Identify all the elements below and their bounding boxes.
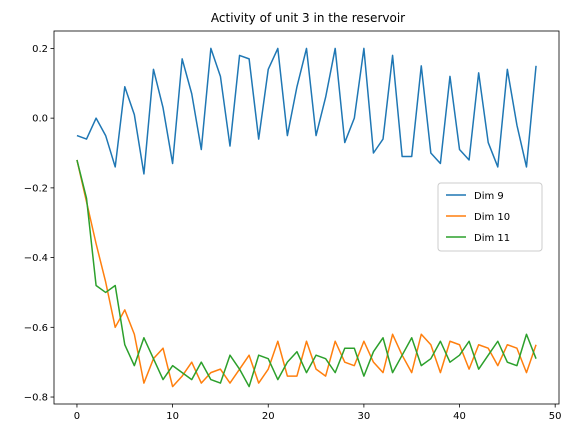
x-tick-label: 10 bbox=[166, 411, 179, 422]
x-tick-label: 20 bbox=[262, 411, 275, 422]
x-tick-label: 50 bbox=[549, 411, 562, 422]
y-tick-label: 0.2 bbox=[32, 44, 48, 55]
x-tick-label: 0 bbox=[74, 411, 80, 422]
y-tick-label: −0.6 bbox=[24, 323, 48, 334]
legend-label: Dim 10 bbox=[474, 212, 510, 223]
series-line-dim-9 bbox=[76, 47, 537, 175]
x-axis: 0 10 20 30 40 50 bbox=[74, 404, 562, 422]
y-tick-label: −0.2 bbox=[24, 183, 48, 194]
legend-label: Dim 11 bbox=[474, 233, 510, 244]
legend: Dim 9 Dim 10 Dim 11 bbox=[437, 182, 543, 252]
series-layer bbox=[76, 47, 537, 388]
y-axis: −0.8 −0.6 −0.4 −0.2 0.0 0.2 bbox=[24, 44, 54, 404]
x-tick-label: 30 bbox=[358, 411, 371, 422]
series-line-dim-11 bbox=[76, 159, 537, 388]
plot-area bbox=[53, 30, 560, 405]
y-tick-label: −0.8 bbox=[24, 393, 48, 404]
legend-box bbox=[437, 182, 543, 252]
axes-frame bbox=[53, 30, 560, 405]
chart-title: Activity of unit 3 in the reservoir bbox=[211, 11, 405, 25]
legend-label: Dim 9 bbox=[474, 191, 504, 202]
y-tick-label: 0.0 bbox=[32, 114, 48, 125]
y-tick-label: −0.4 bbox=[24, 253, 48, 264]
x-tick-label: 40 bbox=[453, 411, 466, 422]
